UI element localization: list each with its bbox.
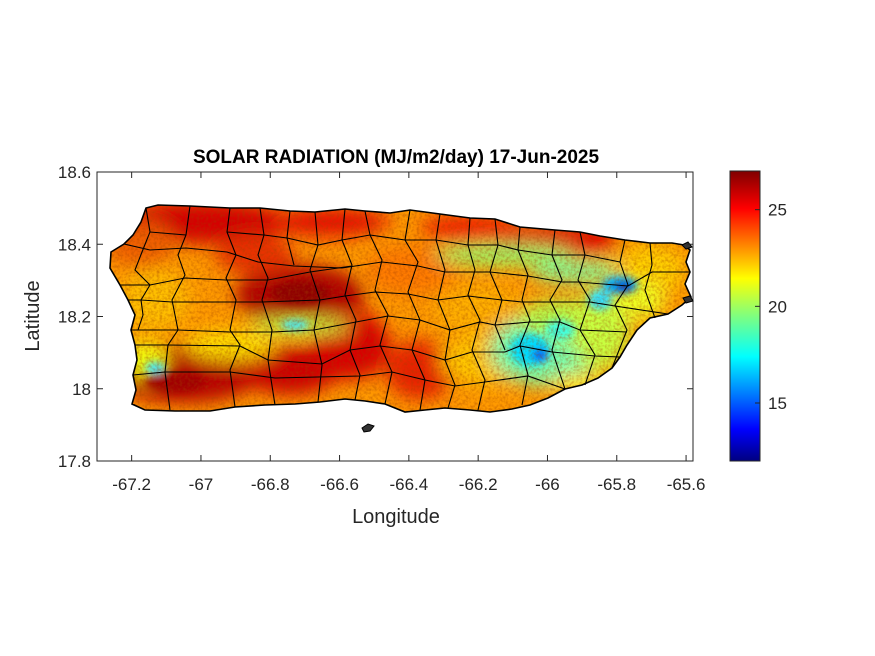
caja-de-muertos-island xyxy=(361,423,375,433)
colorbar-tick-label: 15 xyxy=(768,394,787,413)
x-tick-label: -66 xyxy=(535,475,560,494)
x-tick-label: -67 xyxy=(189,475,214,494)
x-tick-label: -66.4 xyxy=(389,475,428,494)
colorbar-ticks: 25 20 15 xyxy=(755,201,787,413)
y-tick-label: 18.2 xyxy=(58,308,91,327)
y-tick-label: 17.8 xyxy=(58,452,91,471)
x-tick-label: -65.6 xyxy=(667,475,706,494)
colorbar-tick-label: 20 xyxy=(768,297,787,316)
colorbar xyxy=(729,170,761,462)
y-tick-label: 18.6 xyxy=(58,163,91,182)
x-tick-label: -66.8 xyxy=(251,475,290,494)
y-tick-label: 18.4 xyxy=(58,235,91,254)
small-island xyxy=(681,241,693,250)
chart-title: SOLAR RADIATION (MJ/m2/day) 17-Jun-2025 xyxy=(193,147,600,168)
x-tick-label: -66.6 xyxy=(320,475,359,494)
y-axis: 18.6 18.4 18.2 18 17.8 xyxy=(58,163,693,471)
x-axis-label: Longitude xyxy=(352,506,440,528)
x-axis: -67.2 -67 -66.8 -66.6 -66.4 -66.2 -66 -65.8 -65.… xyxy=(112,172,705,494)
x-tick-label: -65.8 xyxy=(597,475,636,494)
x-tick-label: -66.2 xyxy=(459,475,498,494)
small-island xyxy=(682,295,694,304)
x-tick-label: -67.2 xyxy=(112,475,151,494)
municipality-boundaries xyxy=(120,205,690,411)
colorbar-tick-label: 25 xyxy=(768,201,787,220)
y-tick-label: 18 xyxy=(72,380,91,399)
y-axis-label: Latitude xyxy=(22,280,44,351)
